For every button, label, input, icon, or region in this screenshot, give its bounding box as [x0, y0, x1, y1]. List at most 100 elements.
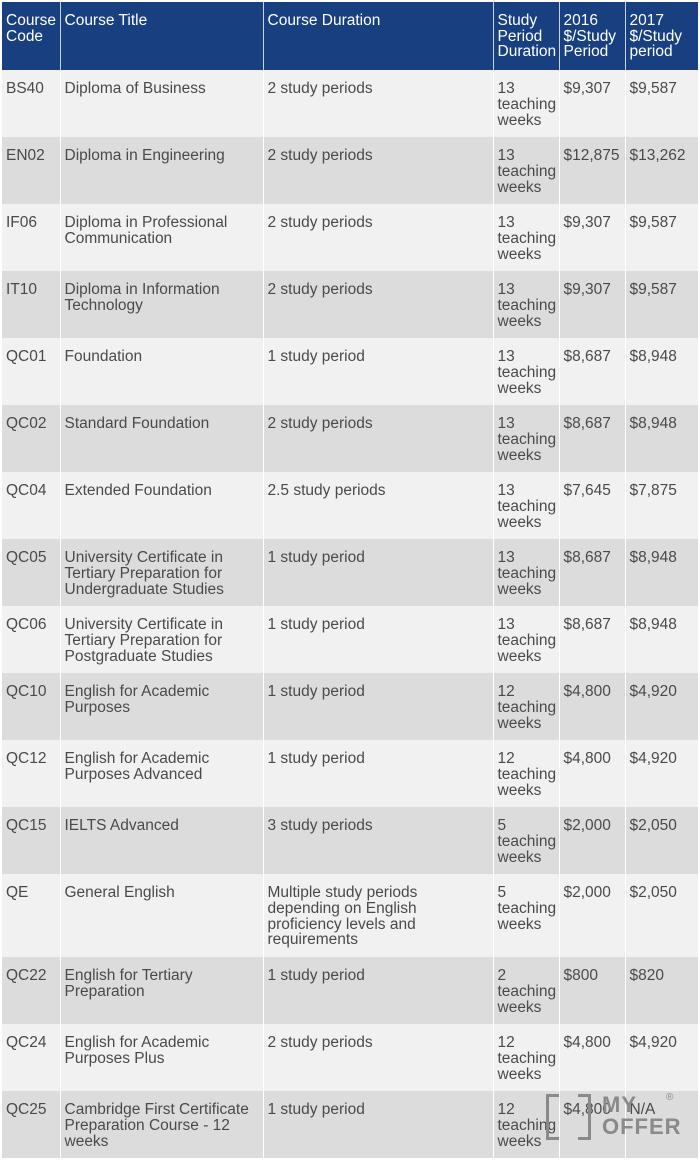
cell-study-period-duration: 2 teaching weeks [493, 957, 560, 1024]
cell-fee-2017: $820 [625, 957, 698, 1024]
cell-course-title: University Certificate in Tertiary Prepa… [60, 606, 264, 673]
cell-course-title: University Certificate in Tertiary Prepa… [60, 539, 264, 606]
cell-course-duration: 1 study period [263, 957, 494, 1024]
cell-fee-2016: $9,307 [559, 204, 626, 271]
cell-course-duration: 2 study periods [263, 70, 494, 137]
watermark-bracket-left [546, 1094, 559, 1140]
cell-fee-2017: $4,920 [625, 1024, 698, 1091]
cell-course-code: EN02 [2, 137, 61, 204]
cell-fee-2017: $9,587 [625, 70, 698, 137]
cell-course-code: QC22 [2, 957, 61, 1024]
header-course-title: Course Title [60, 2, 264, 70]
cell-fee-2017: $9,587 [625, 271, 698, 338]
cell-course-title: IELTS Advanced [60, 807, 264, 874]
cell-fee-2016: $8,687 [559, 338, 626, 405]
cell-course-code: QE [2, 874, 61, 957]
cell-fee-2016: $4,800 [559, 740, 626, 807]
cell-fee-2016: $8,687 [559, 539, 626, 606]
table-row: QC12 English for Academic Purposes Advanc… [2, 740, 698, 807]
watermark-text-offer: OFFER [602, 1114, 682, 1139]
table-row: QC22 English for Tertiary Preparation 1 st… [2, 957, 698, 1024]
cell-fee-2016: $8,687 [559, 405, 626, 472]
cell-fee-2017: $8,948 [625, 338, 698, 405]
table-row: IT10 Diploma in Information Technology 2 s… [2, 271, 698, 338]
cell-course-duration: Multiple study periods depending on Engl… [263, 874, 494, 957]
table-row: QC05 University Certificate in Tertiary P… [2, 539, 698, 606]
cell-course-duration: 1 study period [263, 338, 494, 405]
cell-course-duration: 1 study period [263, 606, 494, 673]
cell-fee-2016: $4,800 [559, 1091, 626, 1158]
cell-fee-2017: $8,948 [625, 539, 698, 606]
cell-course-title: Extended Foundation [60, 472, 264, 539]
table-header-row: Course Code Course Title Course Duration… [2, 2, 698, 70]
table-row: QC02 Standard Foundation 2 study periods 13… [2, 405, 698, 472]
cell-course-title: Diploma in Information Technology [60, 271, 264, 338]
cell-course-duration: 1 study period [263, 740, 494, 807]
cell-course-duration: 3 study periods [263, 807, 494, 874]
cell-study-period-duration: 13 teaching weeks [493, 137, 560, 204]
cell-fee-2017: $2,050 [625, 807, 698, 874]
cell-fee-2017: $4,920 [625, 673, 698, 740]
cell-fee-2016: $12,875 [559, 137, 626, 204]
cell-study-period-duration: 13 teaching weeks [493, 405, 560, 472]
header-fee-2016: 2016 $/Study Period [559, 2, 626, 70]
cell-course-title: Diploma in Professional Communication [60, 204, 264, 271]
table-row: QC04 Extended Foundation 2.5 study periods… [2, 472, 698, 539]
cell-course-duration: 2.5 study periods [263, 472, 494, 539]
cell-course-code: QC12 [2, 740, 61, 807]
cell-study-period-duration: 5 teaching weeks [493, 807, 560, 874]
cell-fee-2017: N/A [625, 1091, 698, 1158]
cell-fee-2016: $4,800 [559, 1024, 626, 1091]
table-row: QC10 English for Academic Purposes 1 study… [2, 673, 698, 740]
cell-fee-2016: $8,687 [559, 606, 626, 673]
cell-fee-2016: $800 [559, 957, 626, 1024]
watermark-registered-mark: ® [666, 1092, 674, 1103]
cell-fee-2016: $9,307 [559, 271, 626, 338]
cell-course-duration: 2 study periods [263, 137, 494, 204]
cell-course-duration: 1 study period [263, 673, 494, 740]
cell-course-code: BS40 [2, 70, 61, 137]
cell-course-code: QC24 [2, 1024, 61, 1091]
table-row: QC25 Cambridge First Certificate Preparat… [2, 1091, 698, 1158]
cell-fee-2017: $7,875 [625, 472, 698, 539]
cell-course-code: QC02 [2, 405, 61, 472]
cell-fee-2016: $7,645 [559, 472, 626, 539]
cell-course-duration: 1 study period [263, 539, 494, 606]
cell-course-title: Standard Foundation [60, 405, 264, 472]
cell-study-period-duration: 5 teaching weeks [493, 874, 560, 957]
cell-course-title: Diploma of Business [60, 70, 264, 137]
cell-study-period-duration: 13 teaching weeks [493, 472, 560, 539]
cell-course-code: QC10 [2, 673, 61, 740]
table-row: IF06 Diploma in Professional Communicatio… [2, 204, 698, 271]
cell-fee-2017: $13,262 [625, 137, 698, 204]
table-row: QC24 English for Academic Purposes Plus 2 … [2, 1024, 698, 1091]
cell-course-code: QC04 [2, 472, 61, 539]
cell-course-duration: 2 study periods [263, 271, 494, 338]
cell-study-period-duration: 12 teaching weeks [493, 740, 560, 807]
cell-course-code: IT10 [2, 271, 61, 338]
cell-course-duration: 2 study periods [263, 204, 494, 271]
cell-course-title: English for Tertiary Preparation [60, 957, 264, 1024]
table-row: QC15 IELTS Advanced 3 study periods 5 teach… [2, 807, 698, 874]
cell-course-duration: 1 study period [263, 1091, 494, 1158]
cell-course-code: QC25 [2, 1091, 61, 1158]
cell-course-title: English for Academic Purposes Plus [60, 1024, 264, 1091]
cell-study-period-duration: 13 teaching weeks [493, 204, 560, 271]
cell-fee-2017: $2,050 [625, 874, 698, 957]
cell-fee-2016: $2,000 [559, 874, 626, 957]
header-study-period-duration: Study Period Duration [493, 2, 560, 70]
myoffer-watermark: MY OFFER ® [546, 1092, 682, 1142]
cell-course-title: English for Academic Purposes [60, 673, 264, 740]
cell-fee-2017: $8,948 [625, 606, 698, 673]
cell-fee-2016: $9,307 [559, 70, 626, 137]
table-row: BS40 Diploma of Business 2 study periods 13… [2, 70, 698, 137]
header-course-duration: Course Duration [263, 2, 494, 70]
cell-study-period-duration: 13 teaching weeks [493, 338, 560, 405]
cell-study-period-duration: 13 teaching weeks [493, 606, 560, 673]
cell-fee-2017: $4,920 [625, 740, 698, 807]
cell-fee-2016: $4,800 [559, 673, 626, 740]
cell-course-code: IF06 [2, 204, 61, 271]
cell-course-code: QC01 [2, 338, 61, 405]
cell-study-period-duration: 12 teaching weeks [493, 673, 560, 740]
